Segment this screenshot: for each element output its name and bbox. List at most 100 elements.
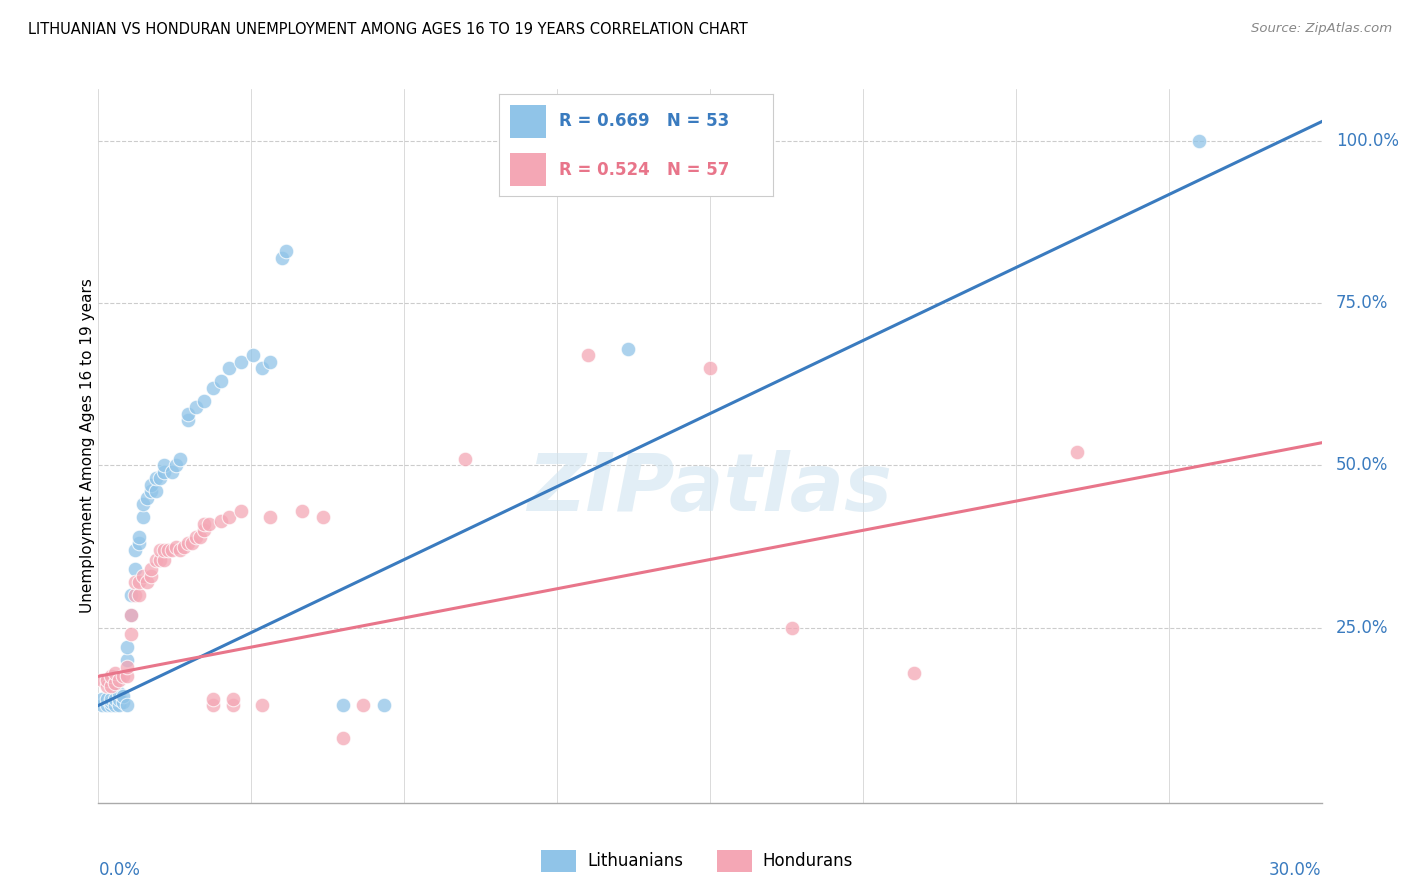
Point	[115, 659, 138, 673]
Point	[576, 348, 599, 362]
FancyBboxPatch shape	[541, 849, 576, 872]
Text: 50.0%: 50.0%	[1336, 457, 1388, 475]
Point	[120, 607, 142, 622]
Point	[136, 491, 159, 505]
Point	[124, 562, 146, 576]
Point	[699, 361, 721, 376]
Point	[120, 588, 142, 602]
Point	[250, 361, 273, 376]
Point	[115, 698, 138, 713]
Point	[201, 698, 224, 713]
Point	[141, 562, 163, 576]
Point	[149, 542, 172, 557]
Point	[128, 536, 150, 550]
Point	[132, 497, 155, 511]
Point	[136, 575, 159, 590]
FancyBboxPatch shape	[717, 849, 752, 872]
Point	[332, 698, 354, 713]
Point	[149, 471, 172, 485]
Point	[152, 552, 174, 566]
Point	[169, 542, 191, 557]
Point	[120, 627, 142, 641]
Point	[91, 698, 114, 713]
Point	[173, 540, 195, 554]
Point	[124, 542, 146, 557]
Point	[128, 530, 150, 544]
Text: LITHUANIAN VS HONDURAN UNEMPLOYMENT AMONG AGES 16 TO 19 YEARS CORRELATION CHART: LITHUANIAN VS HONDURAN UNEMPLOYMENT AMON…	[28, 22, 748, 37]
Point	[332, 731, 354, 745]
Point	[259, 354, 281, 368]
Point	[218, 510, 240, 524]
Text: R = 0.669   N = 53: R = 0.669 N = 53	[560, 112, 730, 130]
Point	[186, 530, 208, 544]
Point	[160, 542, 183, 557]
Point	[188, 530, 212, 544]
Point	[177, 413, 200, 427]
Point	[177, 407, 200, 421]
Point	[312, 510, 335, 524]
Point	[209, 514, 232, 528]
Point	[111, 689, 134, 703]
Point	[218, 361, 240, 376]
Point	[91, 673, 114, 687]
Point	[186, 400, 208, 414]
Y-axis label: Unemployment Among Ages 16 to 19 years: Unemployment Among Ages 16 to 19 years	[80, 278, 94, 614]
Point	[120, 607, 142, 622]
Point	[91, 692, 114, 706]
Point	[141, 484, 163, 499]
Point	[145, 552, 167, 566]
Point	[259, 510, 281, 524]
Point	[149, 552, 172, 566]
Point	[115, 653, 138, 667]
Point	[250, 698, 273, 713]
Text: 30.0%: 30.0%	[1270, 861, 1322, 880]
Point	[96, 679, 118, 693]
Point	[100, 692, 122, 706]
Point	[132, 510, 155, 524]
Point	[111, 695, 134, 709]
Point	[780, 621, 803, 635]
Point	[108, 698, 131, 713]
Point	[141, 478, 163, 492]
Point	[617, 342, 640, 356]
Point	[96, 692, 118, 706]
Text: R = 0.524   N = 57: R = 0.524 N = 57	[560, 161, 730, 178]
Point	[242, 348, 264, 362]
Point	[201, 692, 224, 706]
Point	[165, 458, 187, 473]
Point	[104, 675, 127, 690]
Point	[124, 588, 146, 602]
Point	[104, 666, 127, 681]
Point	[145, 471, 167, 485]
Point	[352, 698, 374, 713]
Point	[274, 244, 297, 259]
Point	[145, 484, 167, 499]
Text: 100.0%: 100.0%	[1336, 132, 1399, 150]
Point	[231, 504, 253, 518]
Point	[231, 354, 253, 368]
Point	[128, 575, 150, 590]
Point	[193, 393, 215, 408]
Point	[169, 452, 191, 467]
Point	[108, 673, 131, 687]
Point	[201, 381, 224, 395]
Point	[181, 536, 204, 550]
Text: 75.0%: 75.0%	[1336, 294, 1388, 312]
Point	[100, 669, 122, 683]
Point	[115, 640, 138, 654]
Point	[222, 692, 245, 706]
Point	[165, 540, 187, 554]
Point	[193, 516, 215, 531]
Point	[100, 679, 122, 693]
Point	[111, 669, 134, 683]
FancyBboxPatch shape	[510, 153, 546, 186]
Point	[197, 516, 219, 531]
Point	[104, 698, 127, 713]
Point	[96, 673, 118, 687]
Point	[108, 692, 131, 706]
Point	[209, 374, 232, 388]
Text: Hondurans: Hondurans	[762, 852, 853, 870]
Point	[193, 524, 215, 538]
Text: Source: ZipAtlas.com: Source: ZipAtlas.com	[1251, 22, 1392, 36]
Point	[152, 458, 174, 473]
